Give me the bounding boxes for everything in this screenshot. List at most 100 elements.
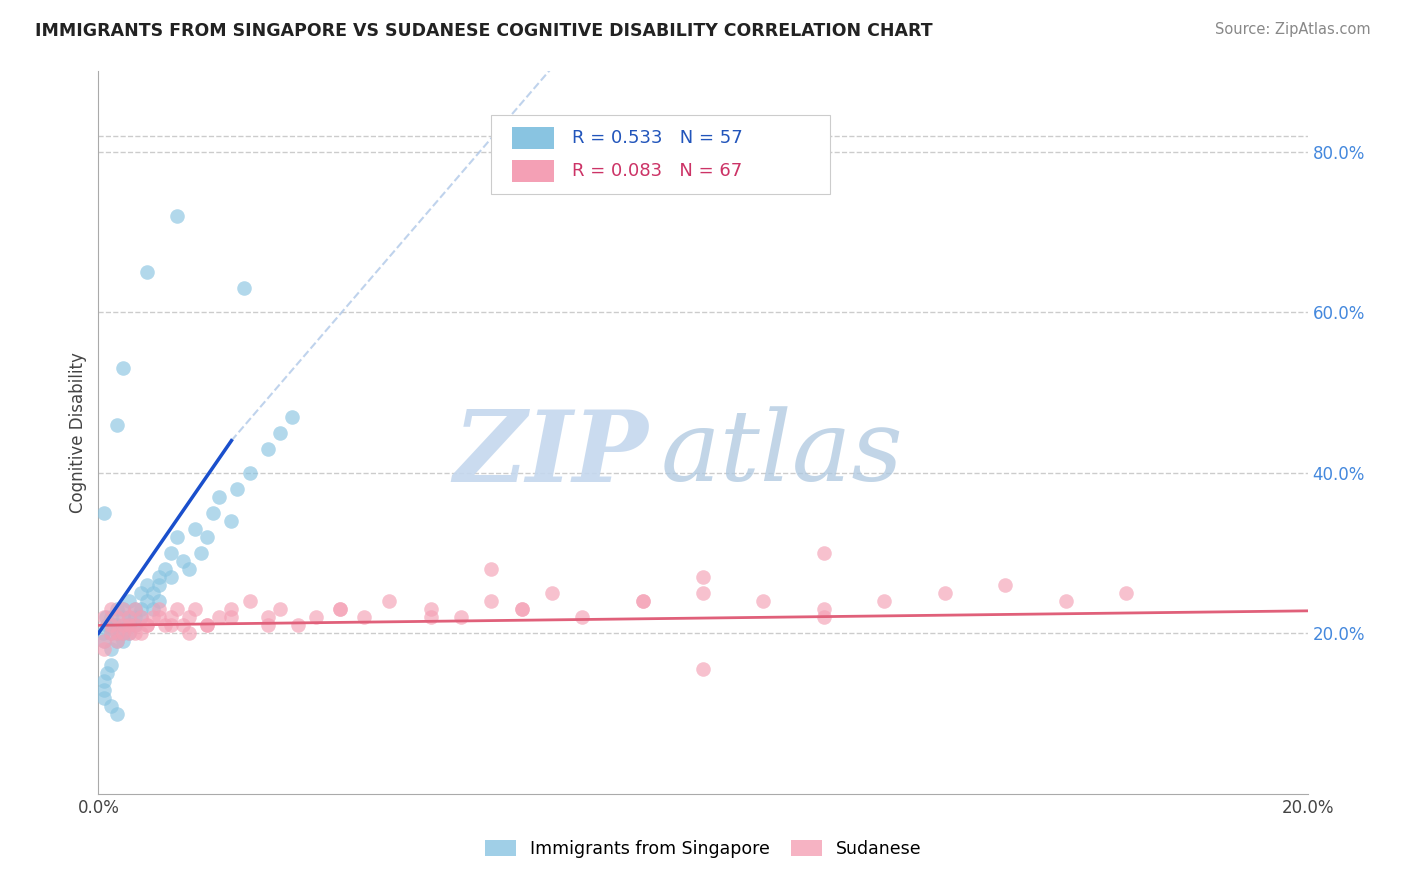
Point (208, 610, 231, 624)
Point (111, 626, 134, 640)
Point (256, 610, 278, 624)
Point (105, 634, 128, 648)
Point (111, 634, 134, 648)
Point (105, 417, 128, 432)
Point (124, 626, 146, 640)
Point (153, 562, 176, 576)
Point (105, 618, 128, 632)
Bar (512, 161, 554, 182)
Point (93, 610, 115, 624)
Point (813, 610, 835, 624)
Point (118, 610, 141, 624)
Text: R = 0.533   N = 57: R = 0.533 N = 57 (572, 128, 744, 147)
Point (93, 634, 115, 648)
Point (129, 602, 152, 616)
Point (420, 602, 443, 616)
Point (160, 570, 183, 584)
Point (94, 610, 117, 624)
Text: IMMIGRANTS FROM SINGAPORE VS SUDANESE COGNITIVE DISABILITY CORRELATION CHART: IMMIGRANTS FROM SINGAPORE VS SUDANESE CO… (35, 22, 932, 40)
Point (105, 626, 128, 640)
Point (221, 602, 243, 616)
Point (105, 626, 128, 640)
Point (105, 634, 128, 648)
Point (111, 626, 134, 640)
Point (179, 610, 201, 624)
Point (540, 586, 562, 600)
Point (135, 594, 157, 608)
Point (631, 594, 654, 608)
Point (305, 610, 328, 624)
Point (631, 594, 654, 608)
Point (179, 562, 201, 576)
Point (571, 610, 593, 624)
Point (195, 618, 218, 632)
Point (221, 514, 243, 528)
Point (142, 586, 165, 600)
Point (813, 602, 835, 616)
Point (256, 618, 278, 632)
Point (329, 602, 352, 616)
Point (184, 522, 207, 536)
Point (105, 602, 128, 616)
Point (287, 618, 309, 632)
Point (135, 618, 157, 632)
Point (934, 586, 956, 600)
Y-axis label: Cognitive Disability: Cognitive Disability (69, 352, 87, 513)
Point (692, 570, 714, 584)
Point (510, 602, 533, 616)
Point (160, 610, 183, 624)
Point (93, 642, 115, 657)
Point (142, 610, 165, 624)
Point (481, 562, 503, 576)
Point (111, 610, 134, 624)
Point (135, 265, 157, 279)
Point (692, 662, 714, 676)
Point (118, 626, 141, 640)
Point (100, 658, 122, 673)
Point (269, 425, 291, 440)
Point (129, 626, 152, 640)
Point (96, 618, 118, 632)
Point (118, 594, 141, 608)
Point (172, 618, 194, 632)
Point (226, 482, 249, 496)
Point (873, 594, 896, 608)
Point (160, 618, 183, 632)
Point (239, 594, 262, 608)
Point (129, 610, 152, 624)
Point (129, 586, 152, 600)
Point (93, 682, 115, 697)
FancyBboxPatch shape (492, 115, 830, 194)
Point (100, 642, 122, 657)
Point (100, 610, 122, 624)
Point (93, 674, 115, 689)
Point (111, 361, 134, 376)
Point (135, 578, 157, 592)
Point (93, 506, 115, 520)
Point (221, 610, 243, 624)
Point (111, 618, 134, 632)
Point (450, 610, 472, 624)
Point (166, 209, 188, 223)
Text: Source: ZipAtlas.com: Source: ZipAtlas.com (1215, 22, 1371, 37)
Point (129, 610, 152, 624)
Point (239, 466, 262, 480)
Point (118, 618, 141, 632)
Point (124, 602, 146, 616)
Point (179, 626, 201, 640)
Point (148, 594, 170, 608)
Point (100, 698, 122, 713)
Point (256, 442, 278, 456)
Point (202, 506, 225, 520)
Text: ZIP: ZIP (454, 406, 648, 502)
Point (100, 626, 122, 640)
Point (118, 610, 141, 624)
Point (96, 666, 118, 681)
Point (124, 602, 146, 616)
Text: atlas: atlas (661, 407, 904, 502)
Point (142, 602, 165, 616)
Point (100, 626, 122, 640)
Text: R = 0.083   N = 67: R = 0.083 N = 67 (572, 162, 742, 180)
Legend: Immigrants from Singapore, Sudanese: Immigrants from Singapore, Sudanese (478, 833, 928, 864)
Point (190, 546, 212, 560)
